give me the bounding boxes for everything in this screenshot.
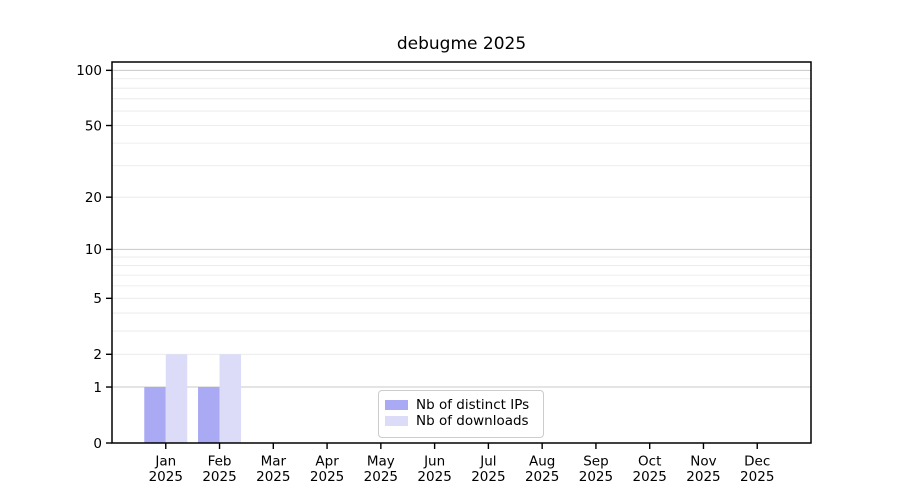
x-tick-label-year: 2025 bbox=[471, 469, 505, 485]
y-tick-label: 0 bbox=[93, 436, 102, 452]
y-tick-label: 1 bbox=[93, 380, 102, 396]
legend-item-downloads: Nb of downloads bbox=[385, 413, 543, 429]
x-tick-label-year: 2025 bbox=[202, 469, 236, 485]
x-tick-label-month: Jun bbox=[423, 454, 445, 470]
y-tick-label: 20 bbox=[85, 190, 102, 206]
x-tick-label-month: Aug bbox=[529, 454, 555, 470]
y-tick-label: 10 bbox=[85, 242, 102, 258]
y-tick-label: 2 bbox=[93, 347, 102, 363]
x-tick-label-month: Oct bbox=[638, 454, 661, 470]
legend-label-downloads: Nb of downloads bbox=[416, 413, 529, 429]
x-tick-label-year: 2025 bbox=[364, 469, 398, 485]
x-tick-label-month: Nov bbox=[690, 454, 716, 470]
chart-title: debugme 2025 bbox=[396, 34, 527, 54]
x-tick-label-month: Jan bbox=[154, 454, 176, 470]
x-tick-label-month: May bbox=[367, 454, 395, 470]
x-tick-label-year: 2025 bbox=[149, 469, 183, 485]
y-tick-label: 100 bbox=[76, 63, 102, 79]
x-tick-label-year: 2025 bbox=[310, 469, 344, 485]
legend: Nb of distinct IPs Nb of downloads bbox=[378, 390, 544, 438]
bar-distinct-ips-jan bbox=[144, 387, 166, 443]
y-tick-label: 50 bbox=[85, 118, 102, 134]
x-tick-label-year: 2025 bbox=[417, 469, 451, 485]
x-tick-label-year: 2025 bbox=[256, 469, 290, 485]
x-tick-label-year: 2025 bbox=[525, 469, 559, 485]
x-tick-label-year: 2025 bbox=[579, 469, 613, 485]
bar-downloads-feb bbox=[219, 354, 242, 443]
legend-item-distinct-ips: Nb of distinct IPs bbox=[385, 397, 543, 413]
bar-distinct-ips-feb bbox=[198, 387, 220, 443]
x-tick-label-month: Sep bbox=[583, 454, 608, 470]
x-tick-label-month: Feb bbox=[208, 454, 232, 470]
x-tick-label-year: 2025 bbox=[633, 469, 667, 485]
plot-border bbox=[111, 61, 812, 444]
y-tick-label: 5 bbox=[93, 291, 102, 307]
bar-downloads-jan bbox=[165, 354, 188, 443]
x-tick-label-month: Dec bbox=[744, 454, 770, 470]
x-tick-label-year: 2025 bbox=[686, 469, 720, 485]
x-tick-label-month: Apr bbox=[315, 454, 339, 470]
x-tick-label-year: 2025 bbox=[740, 469, 774, 485]
legend-swatch-downloads-icon bbox=[385, 416, 408, 426]
x-tick-label-month: Mar bbox=[261, 454, 287, 470]
legend-label-distinct-ips: Nb of distinct IPs bbox=[416, 397, 530, 413]
x-tick-label-month: Jul bbox=[479, 454, 496, 470]
legend-swatch-distinct-ips-icon bbox=[385, 400, 408, 410]
